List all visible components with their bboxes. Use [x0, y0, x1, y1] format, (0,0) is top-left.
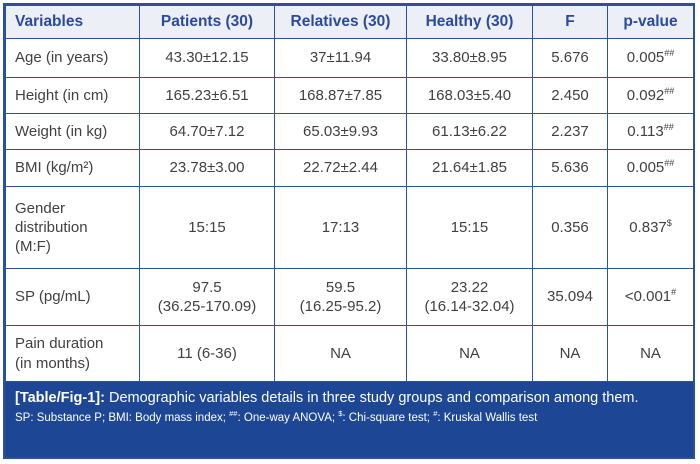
p-value-superscript: ## — [664, 158, 675, 169]
relatives-cell: 65.03±9.93 — [274, 113, 407, 150]
variable-cell: Height (in cm) — [5, 77, 140, 114]
p-value-cell: 0.092## — [607, 77, 693, 114]
healthy-cell: 23.22 (16.14-32.04) — [406, 268, 533, 326]
table-row: SP (pg/mL) 97.5 (36.25-170.09) 59.5 (16.25… — [5, 268, 693, 326]
f-cell: 2.237 — [532, 113, 608, 150]
healthy-cell: 168.03±5.40 — [406, 77, 533, 114]
p-value-superscript: ## — [663, 121, 674, 132]
healthy-cell: 21.64±1.85 — [406, 149, 533, 187]
table-row: Height (in cm) 165.23±6.51 168.87±7.85 168.… — [5, 77, 693, 114]
column-header-5: p-value — [607, 5, 693, 39]
table-figure: Variables Patients (30) Relatives (30) Heal… — [3, 3, 695, 459]
p-value-cell: 0.005## — [607, 38, 693, 78]
f-cell: 5.636 — [532, 149, 608, 187]
healthy-cell: 33.80±8.95 — [406, 38, 533, 78]
column-header-1: Patients (30) — [139, 5, 275, 39]
caption-band: [Table/Fig-1]: Demographic variables det… — [5, 382, 693, 457]
relatives-cell: 168.87±7.85 — [274, 77, 407, 114]
relatives-cell: 59.5 (16.25-95.2) — [274, 268, 407, 326]
patients-cell: 165.23±6.51 — [139, 77, 275, 114]
relatives-cell: NA — [274, 325, 407, 382]
p-value-cell: <0.001# — [607, 268, 693, 326]
p-value-cell: 0.005## — [607, 149, 693, 187]
relatives-cell: 37±11.94 — [274, 38, 407, 78]
patients-cell: 11 (6-36) — [139, 325, 275, 382]
variable-cell: Pain duration (in months) — [5, 325, 140, 382]
p-value-cell: 0.113## — [607, 113, 693, 150]
p-value-superscript: $ — [666, 217, 672, 228]
variable-cell: Age (in years) — [5, 38, 140, 78]
caption-footnote: SP: Substance P; BMI: Body mass index; #… — [15, 409, 538, 425]
table-row: Pain duration (in months) 11 (6-36) NA NA NA… — [5, 325, 693, 382]
table-row: Age (in years) 43.30±12.15 37±11.94 33.80±8… — [5, 38, 693, 78]
column-header-2: Relatives (30) — [274, 5, 407, 39]
patients-cell: 23.78±3.00 — [139, 149, 275, 187]
patients-cell: 15:15 — [139, 186, 275, 269]
variable-cell: Weight (in kg) — [5, 113, 140, 150]
caption-label: [Table/Fig-1]: — [15, 390, 105, 406]
f-cell: NA — [532, 325, 608, 382]
variable-cell: Gender distribution (M:F) — [5, 186, 140, 269]
p-value-cell: NA — [607, 325, 693, 382]
patients-cell: 64.70±7.12 — [139, 113, 275, 150]
p-value-superscript: ## — [664, 48, 675, 59]
f-cell: 5.676 — [532, 38, 608, 78]
f-cell: 0.356 — [532, 186, 608, 269]
footnote-superscript: # — [433, 409, 438, 419]
f-cell: 35.094 — [532, 268, 608, 326]
patients-cell: 43.30±12.15 — [139, 38, 275, 78]
table-row: Gender distribution (M:F) 15:15 17:13 15:15… — [5, 186, 693, 269]
variable-cell: SP (pg/mL) — [5, 268, 140, 326]
column-header-3: Healthy (30) — [406, 5, 533, 39]
caption-title: [Table/Fig-1]: Demographic variables det… — [15, 389, 683, 408]
caption-text: Demographic variables details in three s… — [108, 390, 639, 406]
column-header-0: Variables — [5, 5, 140, 39]
p-value-cell: 0.837$ — [607, 186, 693, 269]
f-cell: 2.450 — [532, 77, 608, 114]
column-header-4: F — [532, 5, 608, 39]
p-value-superscript: ## — [664, 85, 675, 96]
header-row: Variables Patients (30) Relatives (30) Heal… — [5, 5, 693, 39]
healthy-cell: 15:15 — [406, 186, 533, 269]
footnote-superscript: $ — [338, 409, 343, 419]
patients-cell: 97.5 (36.25-170.09) — [139, 268, 275, 326]
healthy-cell: 61.13±6.22 — [406, 113, 533, 150]
footnote-superscript: ## — [229, 409, 238, 419]
relatives-cell: 17:13 — [274, 186, 407, 269]
variable-cell: BMI (kg/m²) — [5, 149, 140, 187]
healthy-cell: NA — [406, 325, 533, 382]
table-body: Age (in years) 43.30±12.15 37±11.94 33.80±8… — [5, 38, 693, 382]
p-value-superscript: # — [671, 287, 677, 298]
relatives-cell: 22.72±2.44 — [274, 149, 407, 187]
table-row: Weight (in kg) 64.70±7.12 65.03±9.93 61.13±… — [5, 113, 693, 150]
table-row: BMI (kg/m²) 23.78±3.00 22.72±2.44 21.64±1.8… — [5, 149, 693, 187]
demographics-table: Variables Patients (30) Relatives (30) Heal… — [5, 5, 693, 382]
